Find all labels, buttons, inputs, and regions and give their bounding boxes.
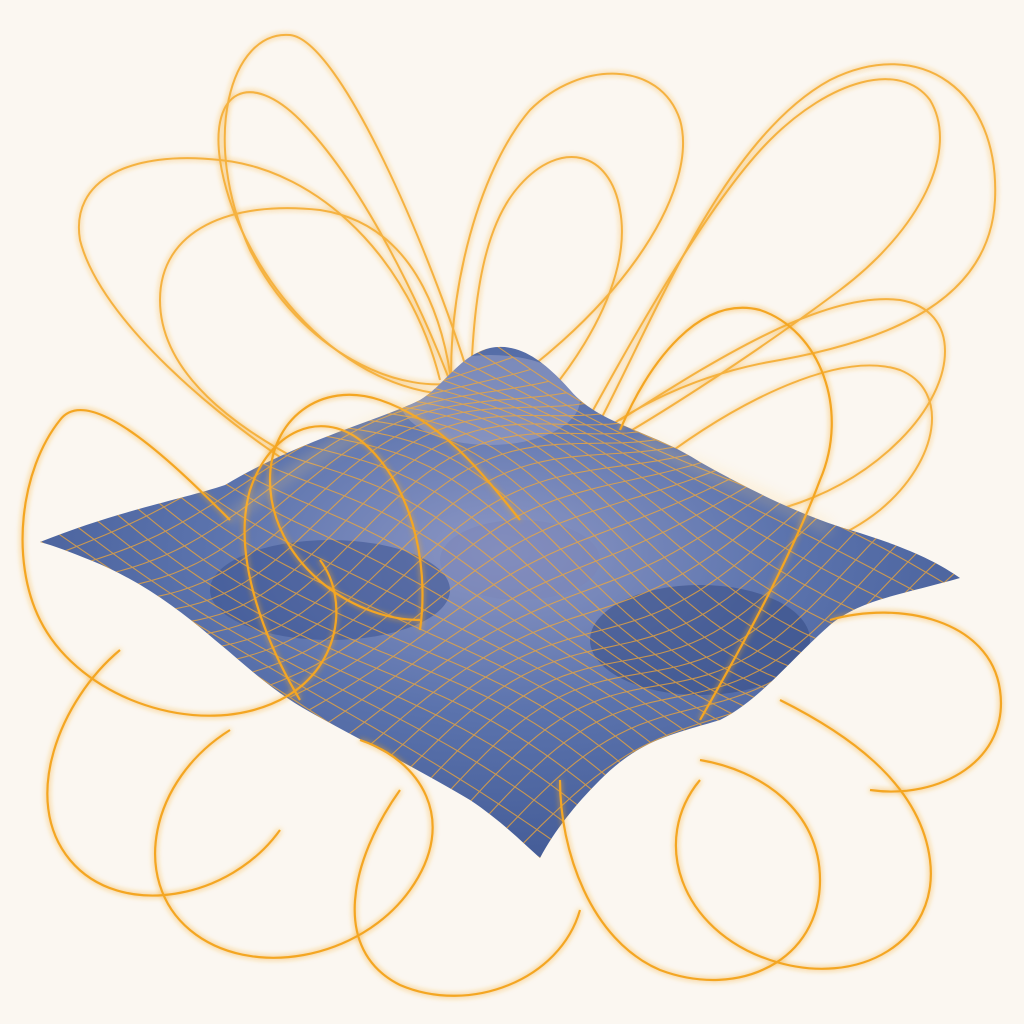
grid-line <box>155 413 603 613</box>
surface-glow <box>227 391 833 534</box>
field-loop <box>619 298 946 521</box>
grid-line <box>443 516 871 798</box>
field-loop <box>829 611 1003 793</box>
field-loop <box>46 649 281 897</box>
field-loop <box>77 157 441 471</box>
field-loop <box>158 207 456 481</box>
front-field-loops <box>21 306 1003 997</box>
grid-line <box>366 487 800 748</box>
grid-line <box>116 392 567 589</box>
field-loop <box>674 699 932 970</box>
field-loop <box>243 425 424 701</box>
grid-line <box>462 525 889 810</box>
field-loop <box>217 91 457 397</box>
field-loop <box>154 729 434 959</box>
grid-line <box>405 500 836 773</box>
grid-line <box>328 476 764 723</box>
grid-line <box>270 459 710 686</box>
grid-line <box>347 482 782 736</box>
field-loop <box>589 63 997 441</box>
grid-line <box>251 453 692 673</box>
grid-line <box>136 403 585 601</box>
field-loop <box>558 758 822 981</box>
field-loop <box>468 156 623 473</box>
grid-line <box>385 494 818 761</box>
field-loop <box>21 408 338 717</box>
field-loop <box>223 33 472 386</box>
field-loop <box>618 306 833 721</box>
grid-line <box>232 446 674 661</box>
grid-line <box>174 422 621 625</box>
grid-line <box>289 465 728 698</box>
grid-line <box>481 534 907 822</box>
grid-line <box>212 439 657 649</box>
grid-line <box>193 431 639 637</box>
field-loop <box>353 789 582 997</box>
field-loop <box>268 393 521 622</box>
grid-line <box>308 470 746 711</box>
field-loop <box>450 72 685 422</box>
grid-line <box>424 508 854 785</box>
